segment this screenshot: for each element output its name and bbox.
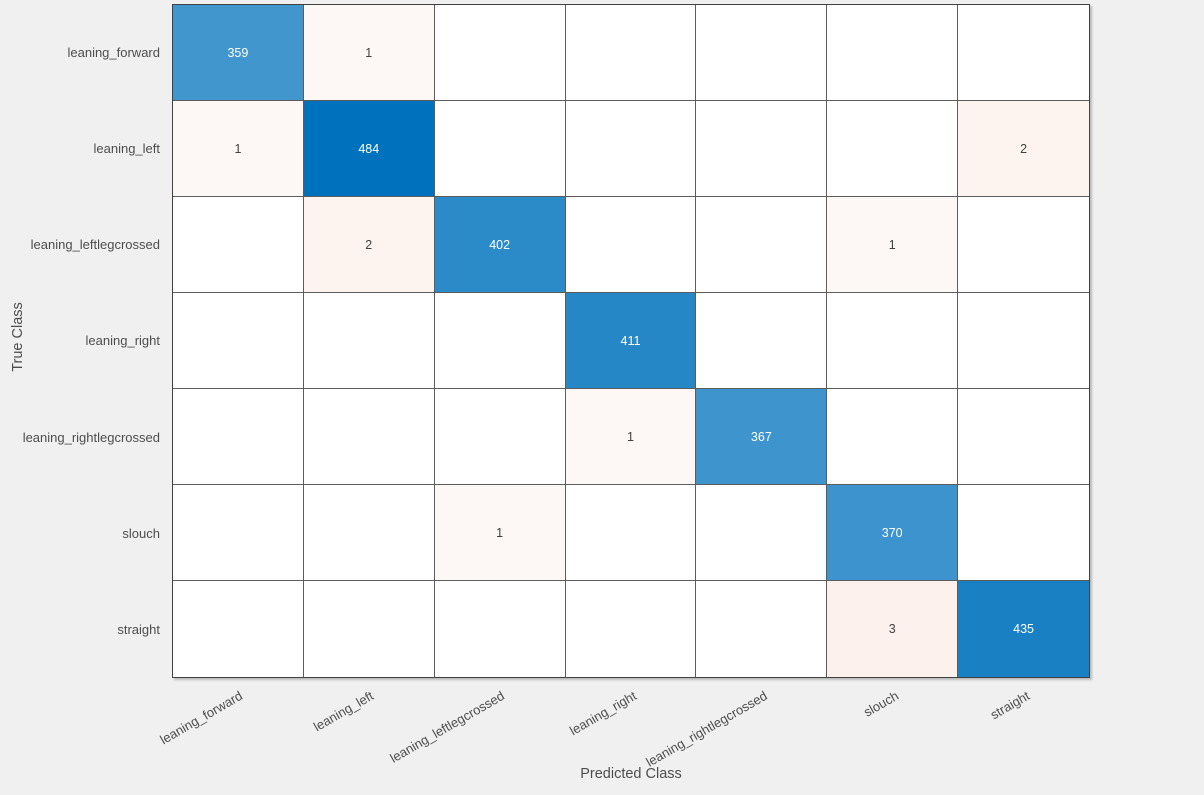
row-label-straight: straight — [117, 622, 160, 638]
matrix-cell-slouch-leaning_forward — [173, 485, 304, 581]
matrix-cell-leaning_left-leaning_right — [565, 101, 697, 197]
matrix-cell-straight-leaning_rightlegcrossed — [696, 581, 828, 677]
matrix-cell-leaning_left-leaning_forward: 1 — [173, 101, 304, 197]
matrix-cell-straight-leaning_leftlegcrossed — [434, 581, 566, 677]
x-axis-title: Predicted Class — [580, 766, 682, 782]
matrix-cell-straight-slouch: 3 — [827, 581, 959, 677]
matrix-cell-leaning_forward-leaning_forward: 359 — [173, 5, 304, 101]
matrix-cell-leaning_leftlegcrossed-leaning_rightlegcrossed — [696, 197, 828, 293]
matrix-cell-leaning_rightlegcrossed-leaning_right: 1 — [565, 389, 697, 485]
matrix-cell-leaning_leftlegcrossed-leaning_right — [565, 197, 697, 293]
matrix-cell-leaning_left-leaning_leftlegcrossed — [434, 101, 566, 197]
matrix-cell-slouch-leaning_right — [565, 485, 697, 581]
matrix-cell-leaning_left-slouch — [827, 101, 959, 197]
matrix-cell-leaning_left-straight: 2 — [958, 101, 1089, 197]
matrix-cell-leaning_forward-leaning_left: 1 — [303, 5, 435, 101]
matrix-cell-leaning_rightlegcrossed-leaning_left — [303, 389, 435, 485]
matrix-cell-leaning_right-leaning_rightlegcrossed — [696, 293, 828, 389]
matrix-cell-straight-leaning_left — [303, 581, 435, 677]
matrix-cell-leaning_rightlegcrossed-leaning_rightlegcrossed: 367 — [696, 389, 828, 485]
row-label-leaning_leftlegcrossed: leaning_leftlegcrossed — [30, 237, 160, 253]
column-label-straight: straight — [987, 688, 1032, 723]
row-label-leaning_rightlegcrossed: leaning_rightlegcrossed — [22, 429, 160, 445]
column-label-slouch: slouch — [860, 688, 901, 720]
matrix-cell-slouch-leaning_leftlegcrossed: 1 — [434, 485, 566, 581]
matrix-cell-slouch-slouch: 370 — [827, 485, 959, 581]
matrix-cell-leaning_left-leaning_rightlegcrossed — [696, 101, 828, 197]
matrix-cell-leaning_right-leaning_right: 411 — [565, 293, 697, 389]
column-label-leaning_right: leaning_right — [566, 688, 639, 739]
matrix-cell-leaning_forward-leaning_right — [565, 5, 697, 101]
confusion-matrix-grid: 359 1 1 484 2 2 402 1 411 1 367 1 370 3 435 — [172, 4, 1090, 678]
true-class-tick-labels: leaning_forward leaning_left leaning_leftl… — [0, 4, 166, 678]
matrix-cell-leaning_right-leaning_forward — [173, 293, 304, 389]
row-label-leaning_right: leaning_right — [85, 333, 160, 349]
matrix-cell-leaning_forward-leaning_rightlegcrossed — [696, 5, 828, 101]
row-label-leaning_forward: leaning_forward — [67, 44, 160, 60]
matrix-cell-slouch-straight — [958, 485, 1089, 581]
column-label-leaning_leftlegcrossed: leaning_leftlegcrossed — [387, 688, 508, 766]
column-label-leaning_rightlegcrossed: leaning_rightlegcrossed — [643, 688, 770, 770]
matrix-cell-leaning_rightlegcrossed-leaning_leftlegcrossed — [434, 389, 566, 485]
column-label-leaning_forward: leaning_forward — [157, 688, 246, 748]
matrix-cell-leaning_forward-leaning_leftlegcrossed — [434, 5, 566, 101]
matrix-cell-leaning_forward-slouch — [827, 5, 959, 101]
row-label-leaning_left: leaning_left — [93, 140, 161, 156]
matrix-cell-leaning_right-straight — [958, 293, 1089, 389]
matrix-cell-slouch-leaning_rightlegcrossed — [696, 485, 828, 581]
matrix-cell-leaning_leftlegcrossed-leaning_leftlegcrossed: 402 — [434, 197, 566, 293]
matrix-cell-straight-straight: 435 — [958, 581, 1089, 677]
matrix-cell-leaning_rightlegcrossed-straight — [958, 389, 1089, 485]
matrix-cell-leaning_right-leaning_leftlegcrossed — [434, 293, 566, 389]
matrix-cell-leaning_leftlegcrossed-leaning_forward — [173, 197, 304, 293]
matrix-cell-leaning_leftlegcrossed-leaning_left: 2 — [303, 197, 435, 293]
matrix-cell-leaning_leftlegcrossed-straight — [958, 197, 1089, 293]
matrix-cell-straight-leaning_forward — [173, 581, 304, 677]
row-label-slouch: slouch — [122, 526, 160, 542]
matrix-cell-slouch-leaning_left — [303, 485, 435, 581]
matrix-cell-leaning_leftlegcrossed-slouch: 1 — [827, 197, 959, 293]
matrix-cell-leaning_rightlegcrossed-leaning_forward — [173, 389, 304, 485]
matrix-cell-leaning_forward-straight — [958, 5, 1089, 101]
column-label-leaning_left: leaning_left — [311, 688, 377, 735]
matrix-cell-straight-leaning_right — [565, 581, 697, 677]
matrix-cell-leaning_right-leaning_left — [303, 293, 435, 389]
matrix-cell-leaning_right-slouch — [827, 293, 959, 389]
matrix-cell-leaning_left-leaning_left: 484 — [303, 101, 435, 197]
matrix-cell-leaning_rightlegcrossed-slouch — [827, 389, 959, 485]
